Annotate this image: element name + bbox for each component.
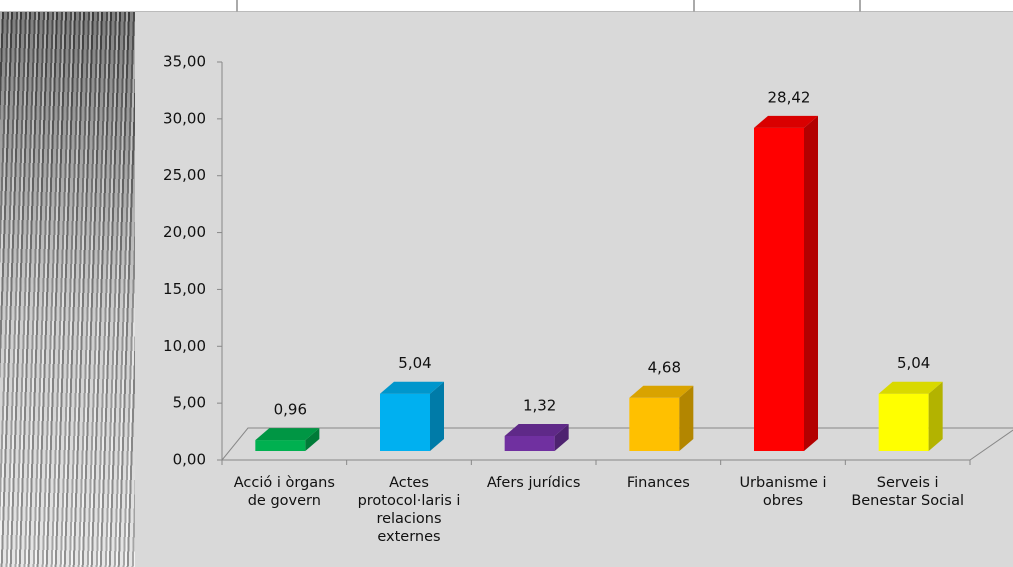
x-tick-label: Actes protocol·laris i relacions externe…: [357, 475, 461, 545]
y-tick-label: 20,00: [163, 223, 206, 241]
bar: [380, 393, 430, 451]
bar-top: [255, 428, 320, 441]
y-tick-label: 0,00: [173, 451, 206, 469]
bar: [878, 393, 929, 451]
bar: [629, 397, 680, 451]
bar-top: [754, 115, 818, 128]
bar-side: [804, 115, 818, 451]
value-label: 5,04: [398, 354, 431, 372]
bar: [504, 435, 555, 451]
y-tick-label: 35,00: [163, 53, 206, 71]
chart-area: [135, 12, 1013, 567]
y-tick-label: 5,00: [173, 394, 206, 412]
value-label: 1,32: [523, 396, 556, 414]
y-tick-label: 30,00: [163, 109, 206, 127]
top-strip: [0, 0, 1013, 12]
bar-top: [380, 381, 444, 394]
y-tick-label: 10,00: [163, 337, 206, 355]
y-tick-label: 25,00: [163, 166, 206, 184]
bar-side: [554, 423, 569, 451]
bar: [754, 127, 804, 451]
decorative-photo: [0, 12, 135, 567]
value-label: 28,42: [768, 88, 811, 106]
bar-side: [305, 428, 320, 451]
x-tick-label: Finances: [626, 475, 690, 491]
bar-top: [878, 381, 943, 394]
x-tick-label: Urbanisme i obres: [739, 475, 827, 509]
bar: [255, 440, 306, 451]
x-tick-label: Acció i òrgans de govern: [233, 475, 335, 509]
value-label: 4,68: [648, 358, 681, 376]
value-label: 5,04: [897, 354, 930, 372]
value-label: 0,96: [274, 401, 307, 419]
bar-side: [430, 381, 444, 451]
x-tick-label: Serveis i Benestar Social: [851, 475, 964, 509]
x-tick-label: Afers jurídics: [486, 475, 581, 491]
bar-top: [629, 385, 694, 398]
bar-side: [679, 385, 694, 451]
bar-side: [928, 381, 943, 451]
y-tick-label: 15,00: [163, 280, 206, 298]
bar-top: [504, 423, 569, 436]
